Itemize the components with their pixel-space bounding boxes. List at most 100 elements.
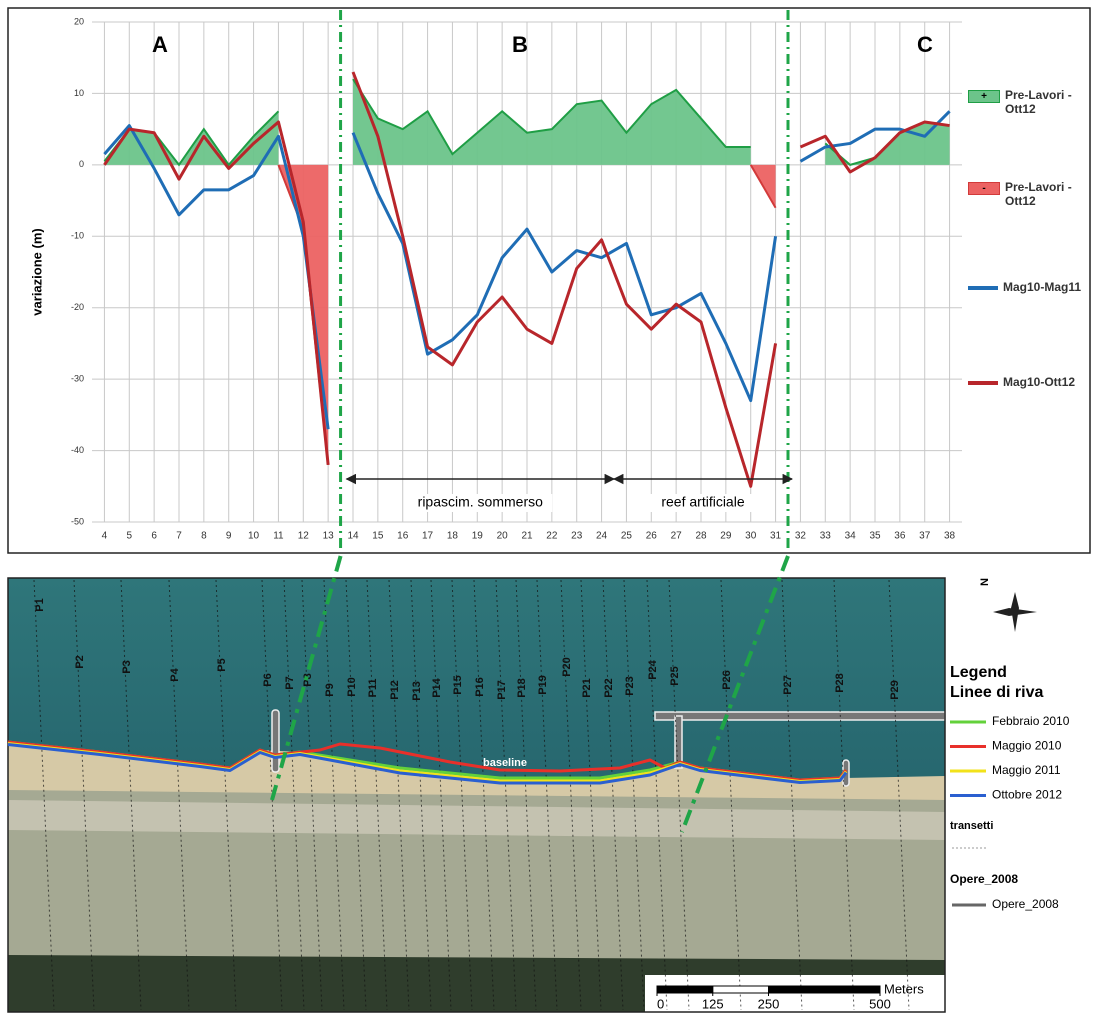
x-tick-label: 37 (919, 531, 931, 542)
transect (495, 579, 517, 1011)
transect (33, 579, 55, 1011)
y-tick-label: -20 (71, 302, 84, 312)
x-tick-label: 18 (447, 531, 459, 542)
transect (515, 579, 537, 1011)
x-tick-label: 36 (894, 531, 906, 542)
transect-label: P5 (216, 658, 228, 671)
scale-label: 500 (869, 996, 891, 1011)
transect-label: P1 (34, 598, 46, 611)
transect-label: P14 (431, 677, 443, 697)
transect (283, 579, 305, 1011)
annotation: ripascim. sommerso (418, 494, 543, 510)
annotation: reef artificiale (661, 494, 744, 510)
annotation-bg (631, 494, 775, 512)
legend-swatch: + (968, 90, 1000, 103)
x-tick-label: 34 (845, 531, 857, 542)
legend-entry: Mag10-Ott12 (968, 375, 1088, 389)
transect-label: P23 (624, 676, 636, 696)
x-tick-label: 12 (298, 531, 310, 542)
transect-label: P2 (74, 655, 86, 668)
scale-segment (656, 985, 714, 994)
transect (430, 579, 452, 1011)
scale-segment (768, 985, 881, 994)
annotation-bg (408, 494, 553, 512)
x-tick-label: 11 (273, 531, 284, 542)
y-axis-label: variazione (m) (29, 228, 44, 315)
legend-swatch: - (968, 182, 1000, 195)
transect (623, 579, 645, 1011)
transect-label: P22 (603, 678, 615, 698)
transect-label: P16 (474, 677, 486, 697)
y-tick-label: -50 (71, 516, 84, 526)
transect-label: P7 (284, 676, 296, 689)
transect (451, 579, 473, 1011)
x-tick-label: 24 (596, 531, 608, 542)
map-legend-label: Ottobre 2012 (992, 788, 1062, 802)
x-tick-label: 16 (397, 531, 409, 542)
y-tick-label: 20 (74, 16, 84, 26)
x-tick-label: 5 (127, 531, 133, 542)
x-tick-label: 32 (795, 531, 807, 542)
x-tick-label: 26 (646, 531, 658, 542)
transect (323, 579, 345, 1011)
transect-label: P26 (721, 670, 733, 690)
x-tick-label: 31 (770, 531, 782, 542)
x-tick-label: 8 (201, 531, 207, 542)
section-label: B (512, 32, 528, 57)
transect-label: P13 (411, 681, 423, 701)
x-tick-label: 27 (671, 531, 683, 542)
transect-label: P17 (496, 680, 508, 700)
transect-label: P9 (324, 683, 336, 696)
map-legend-label: Opere_2008 (992, 897, 1059, 911)
y-tick-label: -30 (71, 374, 84, 384)
x-tick-label: 10 (248, 531, 260, 542)
transect (301, 579, 323, 1011)
transect-label: P24 (647, 659, 659, 679)
scale-label: 125 (702, 996, 724, 1011)
legend-sign: + (981, 91, 987, 102)
line (103, 71, 950, 488)
x-tick-label: 7 (176, 531, 182, 542)
legend-entry: - Pre-Lavori - Ott12 (968, 180, 1088, 208)
transect (388, 579, 410, 1011)
map-legend-label: Maggio 2010 (992, 739, 1062, 753)
transect-label: P28 (834, 673, 846, 693)
x-tick-label: 21 (521, 531, 533, 542)
transect-label: P3 (121, 660, 133, 673)
legend-label: Mag10-Mag11 (1003, 280, 1082, 294)
y-tick-label: -10 (71, 231, 84, 241)
groyne (271, 709, 280, 773)
legend-swatch (968, 381, 998, 385)
map-legend-title: Legend (950, 664, 1007, 681)
transect-label: P29 (889, 680, 901, 700)
x-tick-label: 35 (869, 531, 881, 542)
map-legend-heading: Opere_2008 (950, 872, 1018, 886)
x-tick-label: 30 (745, 531, 757, 542)
baseline-label: baseline (483, 757, 527, 769)
x-tick-label: 4 (102, 531, 108, 542)
transect (888, 579, 910, 1011)
transect (536, 579, 558, 1011)
legend-entry: + Pre-Lavori - Ott12 (968, 88, 1088, 116)
transect (410, 579, 432, 1011)
transect (215, 579, 237, 1011)
transect-label: P4 (169, 667, 181, 681)
compass (993, 592, 1037, 632)
map-legend-subtitle: Linee di riva (950, 684, 1043, 701)
transect-label: P15 (452, 675, 464, 695)
map: P1 P2 P3 P4 P5 P6 P7 P8 P9 P10 P11 P12 P13 P14 P15 P16 P… (7, 577, 946, 1013)
x-tick-label: 28 (695, 531, 707, 542)
transect (668, 579, 690, 1011)
transect (833, 579, 855, 1011)
transect (366, 579, 388, 1011)
x-tick-label: 19 (472, 531, 484, 542)
map-legend-heading: transetti (950, 820, 993, 832)
line (103, 110, 951, 430)
scale-label: 0 (657, 996, 664, 1011)
transect-label: P21 (581, 678, 593, 698)
transect (168, 579, 190, 1011)
legend-label: Mag10-Ott12 (1003, 375, 1076, 389)
transect (781, 579, 803, 1011)
transect (345, 579, 367, 1011)
shoreline (7, 743, 848, 785)
